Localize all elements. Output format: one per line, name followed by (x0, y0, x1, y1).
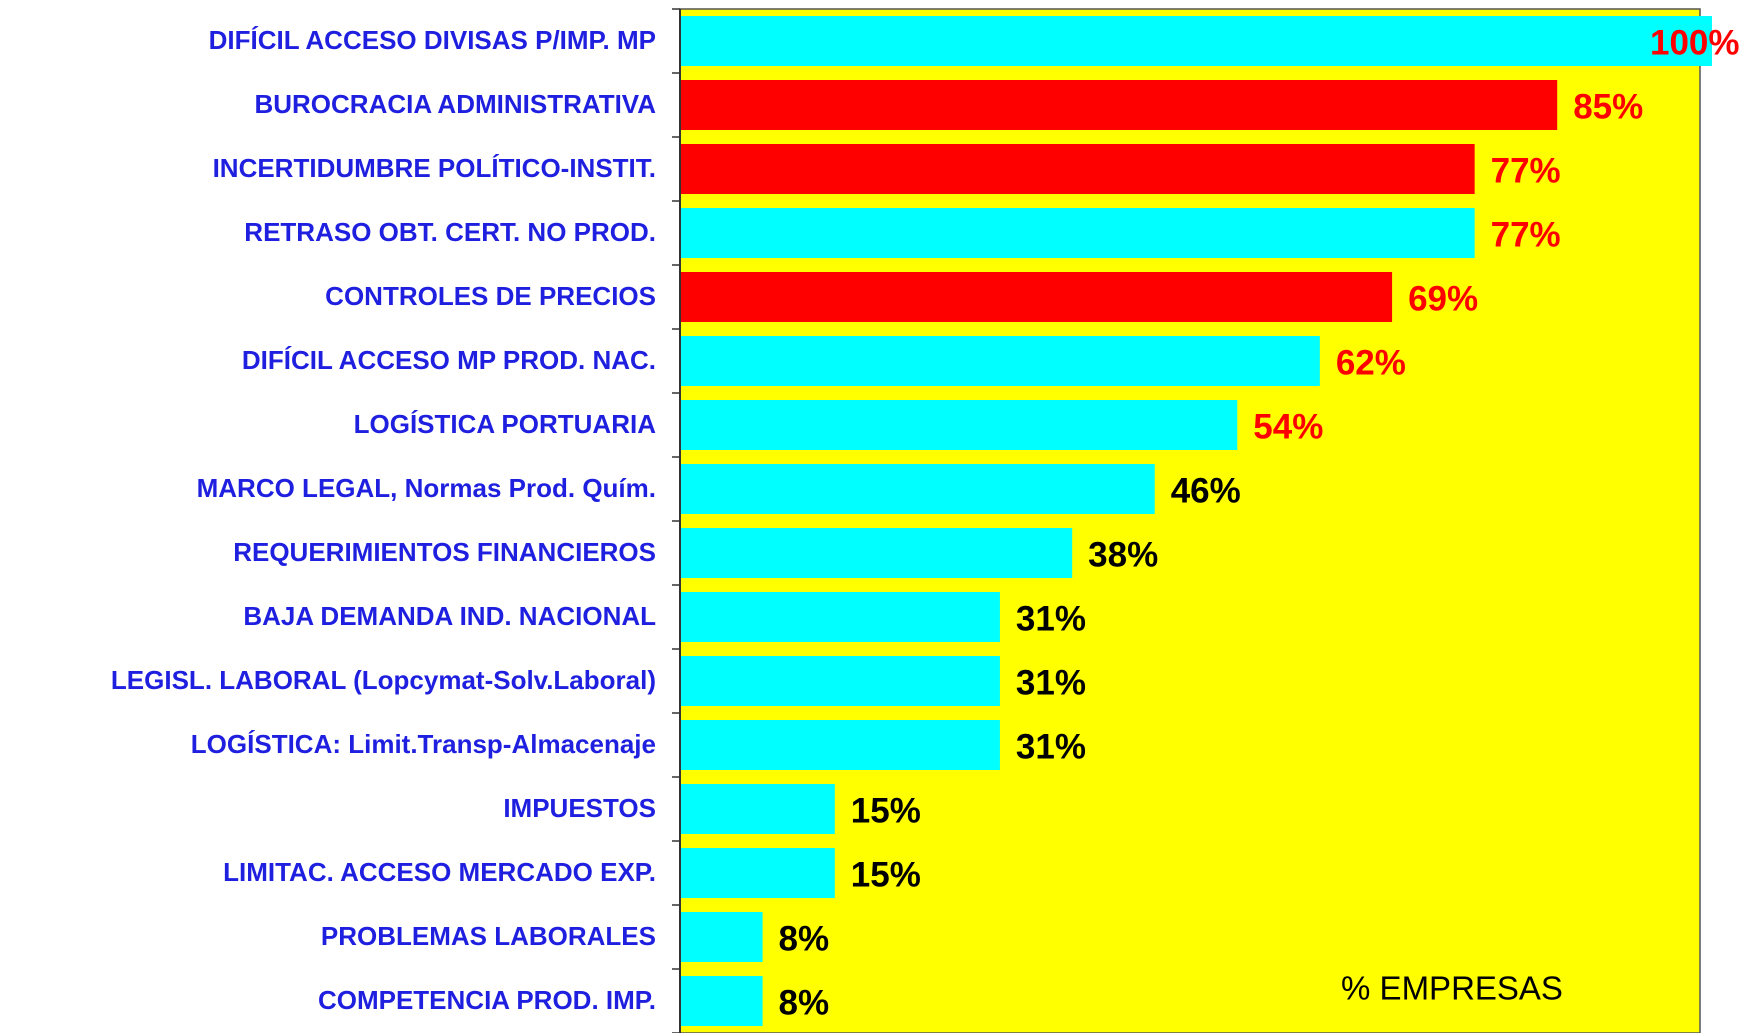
bar (680, 848, 835, 898)
category-label: LIMITAC. ACCESO MERCADO EXP. (223, 857, 656, 887)
category-label: LOGÍSTICA: Limit.Transp-Almacenaje (191, 729, 656, 759)
category-label: REQUERIMIENTOS FINANCIEROS (233, 537, 656, 567)
value-label: 31% (1016, 727, 1086, 766)
bar (680, 336, 1320, 386)
value-label: 62% (1336, 343, 1406, 382)
bar (680, 912, 763, 962)
value-label: 8% (779, 983, 830, 1022)
category-label: INCERTIDUMBRE POLÍTICO-INSTIT. (213, 153, 656, 183)
category-label: PROBLEMAS LABORALES (321, 921, 656, 951)
category-label: IMPUESTOS (503, 793, 656, 823)
category-label: DIFÍCIL ACCESO DIVISAS P/IMP. MP (209, 25, 656, 55)
category-label: MARCO LEGAL, Normas Prod. Quím. (197, 473, 656, 503)
value-label: 77% (1491, 215, 1561, 254)
category-label: LOGÍSTICA PORTUARIA (354, 409, 657, 439)
value-label: 31% (1016, 663, 1086, 702)
bar (680, 784, 835, 834)
bar (680, 976, 763, 1026)
category-label: CONTROLES DE PRECIOS (325, 281, 656, 311)
bar (680, 528, 1073, 578)
value-label: 15% (851, 855, 921, 894)
value-label: 38% (1088, 535, 1158, 574)
value-label: 77% (1491, 151, 1561, 190)
bar (680, 144, 1475, 194)
value-label: 31% (1016, 599, 1086, 638)
category-label: DIFÍCIL ACCESO MP PROD. NAC. (242, 345, 656, 375)
value-label: 100% (1650, 23, 1740, 62)
bar (680, 80, 1558, 130)
bar (680, 400, 1238, 450)
value-label: 15% (851, 791, 921, 830)
bar (680, 208, 1475, 258)
annotation: % EMPRESAS (1341, 970, 1563, 1007)
value-label: 8% (779, 919, 830, 958)
bar (680, 656, 1000, 706)
bar (680, 272, 1393, 322)
value-label: 54% (1253, 407, 1323, 446)
category-label: COMPETENCIA PROD. IMP. (318, 985, 656, 1015)
value-label: 85% (1573, 87, 1643, 126)
category-label: BAJA DEMANDA IND. NACIONAL (243, 601, 656, 631)
bar (680, 592, 1000, 642)
category-label: RETRASO OBT. CERT. NO PROD. (244, 217, 656, 247)
bar (680, 720, 1000, 770)
category-label: BUROCRACIA ADMINISTRATIVA (254, 89, 656, 119)
value-label: 69% (1408, 279, 1478, 318)
category-label: LEGISL. LABORAL (Lopcymat-Solv.Laboral) (111, 665, 656, 695)
bar (680, 16, 1712, 66)
value-label: 46% (1171, 471, 1241, 510)
bar (680, 464, 1155, 514)
